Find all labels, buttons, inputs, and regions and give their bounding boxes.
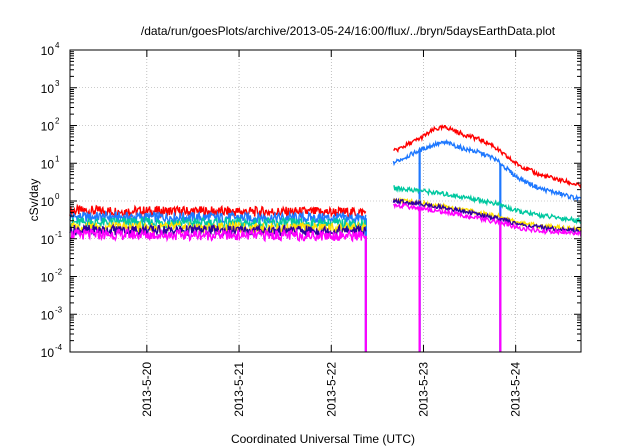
y-tick-exponent: 2: [55, 117, 60, 126]
y-tick-exponent: -4: [55, 343, 63, 352]
y-tick-exponent: -2: [55, 268, 63, 277]
y-tick-label: 10: [41, 346, 55, 360]
x-tick-label: 2013-5-21: [232, 362, 246, 417]
x-tick-label: 2013-5-24: [509, 362, 523, 417]
y-tick-label: 10: [41, 233, 55, 247]
y-tick-exponent: -3: [55, 305, 63, 314]
y-tick-exponent: 4: [55, 41, 60, 50]
y-tick-label: 10: [41, 157, 55, 171]
x-tick-label: 2013-5-22: [324, 362, 338, 417]
y-tick-label: 10: [41, 271, 55, 285]
grid: [70, 50, 581, 352]
y-tick-label: 10: [41, 195, 55, 209]
y-tick-label: 10: [41, 82, 55, 96]
series-line: [392, 138, 582, 203]
x-tick-label: 2013-5-23: [416, 362, 430, 417]
series-line: [392, 201, 582, 237]
y-tick-label: 10: [41, 44, 55, 58]
series-lines: [69, 124, 582, 352]
y-tick-exponent: 3: [55, 79, 60, 88]
y-tick-exponent: 1: [55, 154, 60, 163]
series-line: [69, 227, 367, 243]
chart-title: /data/run/goesPlots/archive/2013-05-24/1…: [141, 24, 556, 38]
x-tick-label: 2013-5-20: [140, 362, 154, 417]
y-tick-exponent: 0: [55, 192, 60, 201]
series-line: [393, 185, 582, 225]
y-tick-label: 10: [41, 120, 55, 134]
y-axis-label: cSv/day: [27, 179, 41, 222]
y-tick-exponent: -1: [55, 230, 63, 239]
series-line: [393, 124, 582, 189]
y-tick-label: 10: [41, 308, 55, 322]
series-line: [69, 210, 367, 225]
x-axis-label: Coordinated Universal Time (UTC): [231, 432, 415, 446]
